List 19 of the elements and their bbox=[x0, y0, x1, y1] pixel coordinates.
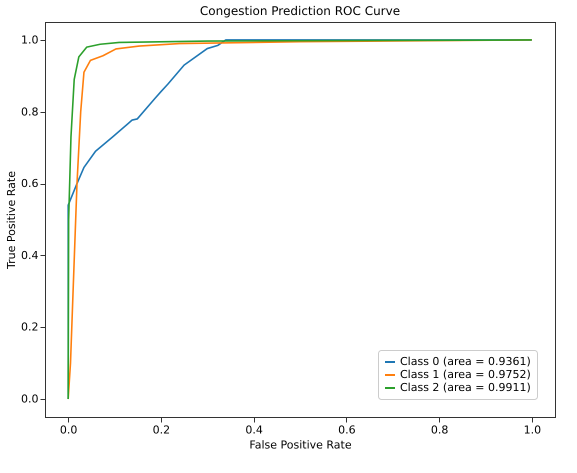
y-tick-label: 0.2 bbox=[21, 320, 38, 334]
y-axis-title: True Positive Rate bbox=[5, 170, 18, 270]
x-tick-label: 0.6 bbox=[338, 424, 356, 436]
y-tick-label: 0.8 bbox=[21, 105, 38, 118]
y-tick-label: 1.0 bbox=[21, 33, 38, 46]
legend-label: Class 0 (area = 0.9361) bbox=[400, 355, 531, 368]
chart-title: Congestion Prediction ROC Curve bbox=[200, 4, 400, 18]
legend-label: Class 1 (area = 0.9752) bbox=[400, 368, 531, 381]
x-tick-label: 0.4 bbox=[245, 424, 263, 436]
legend-label: Class 2 (area = 0.9911) bbox=[400, 381, 531, 394]
y-tick-label: 0.4 bbox=[21, 248, 38, 262]
line-series bbox=[67, 39, 533, 400]
x-tick-label: 0.0 bbox=[60, 424, 78, 436]
x-tick-label: 0.2 bbox=[152, 424, 170, 436]
y-tick-label: 0.0 bbox=[21, 392, 38, 406]
x-tick-label: 1.0 bbox=[524, 424, 542, 436]
y-tick-label: 0.6 bbox=[21, 177, 38, 190]
x-tick-label: 0.8 bbox=[430, 424, 448, 436]
x-axis-title: False Positive Rate bbox=[249, 438, 352, 452]
